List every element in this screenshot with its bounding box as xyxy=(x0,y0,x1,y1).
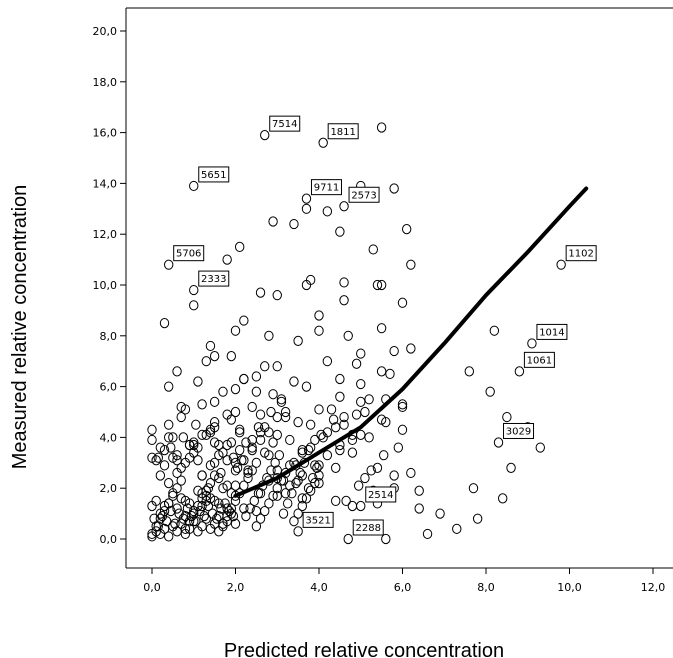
point-label: 3029 xyxy=(506,426,531,437)
x-tick-label: 10,0 xyxy=(557,581,582,594)
labeled-point xyxy=(344,534,352,543)
point-label: 1061 xyxy=(527,355,552,366)
y-tick-label: 12,0 xyxy=(93,228,118,241)
x-tick-label: 6,0 xyxy=(394,581,412,594)
x-tick-label: 8,0 xyxy=(477,581,495,594)
x-tick-label: 0,0 xyxy=(143,581,161,594)
point-label: 2573 xyxy=(351,190,376,201)
labeled-point xyxy=(294,527,302,536)
labeled-point xyxy=(165,260,173,269)
point-label: 2333 xyxy=(201,274,226,285)
point-label: 1811 xyxy=(330,127,355,138)
x-tick-label: 2,0 xyxy=(227,581,245,594)
labeled-point xyxy=(302,194,310,203)
point-label: 1014 xyxy=(539,327,564,338)
y-axis-title: Measured relative concentration xyxy=(9,185,31,470)
x-tick-label: 4,0 xyxy=(310,581,328,594)
y-tick-label: 18,0 xyxy=(93,76,118,89)
labeled-point xyxy=(357,501,365,510)
labeled-point xyxy=(515,367,523,376)
labeled-point xyxy=(261,131,269,140)
y-tick-label: 20,0 xyxy=(93,25,118,38)
y-tick-label: 14,0 xyxy=(93,177,118,190)
point-label: 1102 xyxy=(568,249,593,260)
y-tick-label: 6,0 xyxy=(100,381,118,394)
point-label: 5651 xyxy=(201,170,226,181)
labeled-point xyxy=(190,285,198,294)
y-tick-label: 4,0 xyxy=(100,431,118,444)
y-tick-label: 10,0 xyxy=(93,279,118,292)
x-tick-label: 12,0 xyxy=(641,581,666,594)
labeled-point xyxy=(190,181,198,190)
labeled-point xyxy=(494,438,502,447)
labeled-point xyxy=(528,339,536,348)
y-tick-label: 2,0 xyxy=(100,482,118,495)
y-tick-label: 0,0 xyxy=(100,533,118,546)
point-label: 5706 xyxy=(176,249,201,260)
labeled-point xyxy=(340,202,348,211)
y-tick-label: 16,0 xyxy=(93,127,118,140)
point-label: 3521 xyxy=(305,515,330,526)
point-label: 2514 xyxy=(368,490,393,501)
point-label: 2288 xyxy=(355,523,380,534)
point-label: 7514 xyxy=(272,119,297,130)
labeled-point xyxy=(319,138,327,147)
x-axis-title: Predicted relative concentration xyxy=(224,640,504,658)
y-tick-label: 8,0 xyxy=(100,330,118,343)
labeled-point xyxy=(557,260,565,269)
point-label: 9711 xyxy=(314,183,339,194)
